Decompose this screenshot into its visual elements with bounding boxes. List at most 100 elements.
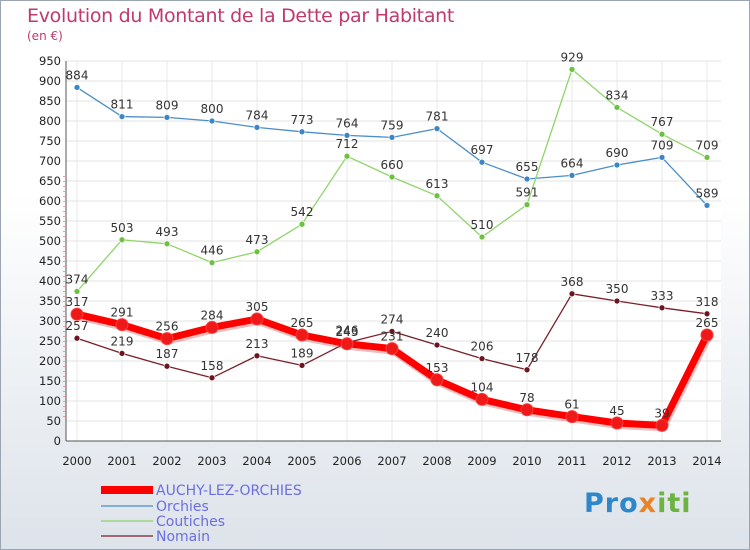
data-label: 265 [696,316,719,330]
data-point [73,84,81,91]
data-label: 709 [696,138,719,152]
data-point [568,172,576,179]
x-tick-label: 2009 [467,454,496,468]
data-point [205,320,219,334]
data-point [478,355,486,362]
data-point [73,288,81,295]
data-label: 158 [201,359,224,373]
data-label: 219 [111,334,134,348]
data-label: 709 [651,138,674,152]
data-label: 39 [654,406,669,420]
data-label: 446 [201,244,224,258]
legend-label: Coutiches [156,514,225,530]
x-tick-label: 2010 [512,454,541,468]
data-point [295,328,309,342]
data-point [658,304,666,312]
data-point [298,220,306,228]
data-label: 759 [381,118,404,132]
data-point [388,134,396,141]
data-point [613,104,621,111]
data-point [658,130,666,138]
data-label: 213 [246,337,269,351]
data-point [700,328,714,342]
data-label: 256 [156,320,179,334]
data-label: 884 [66,68,89,82]
data-label: 697 [471,143,494,157]
y-tick-label: 600 [39,194,61,208]
y-tick-label: 150 [39,374,61,388]
data-label: 542 [291,205,314,219]
data-point [160,332,174,346]
data-label: 591 [516,186,539,200]
data-label: 240 [426,326,449,340]
x-tick-label: 2011 [557,454,586,468]
y-tick-label: 950 [39,54,61,68]
y-tick-label: 250 [39,334,61,348]
data-label: 284 [201,308,224,322]
data-label: 274 [381,312,404,326]
x-tick-label: 2008 [422,454,451,468]
data-label: 178 [516,351,539,365]
data-label: 493 [156,225,179,239]
data-label: 61 [564,398,579,412]
legend-label: Orchies [156,499,209,515]
y-tick-label: 850 [39,94,61,108]
x-tick-label: 2001 [107,454,136,468]
data-point [610,416,624,430]
y-tick-label: 800 [39,114,61,128]
y-tick-label: 400 [39,274,61,288]
data-point [118,236,126,244]
data-point [613,297,621,305]
data-label: 834 [606,88,629,102]
data-label: 368 [561,275,584,289]
data-label: 503 [111,221,134,235]
data-point [703,202,711,209]
data-label: 45 [609,404,624,418]
x-tick-label: 2000 [62,454,91,468]
y-tick-label: 900 [39,74,61,88]
y-tick-label: 650 [39,174,61,188]
data-label: 613 [426,177,449,191]
plot-area [66,61,721,441]
data-point [343,152,351,160]
x-tick-label: 2002 [152,454,181,468]
data-label: 473 [246,233,269,247]
data-label: 265 [291,316,314,330]
data-point [118,113,126,120]
data-point [253,248,261,256]
data-label: 333 [651,289,674,303]
data-point [523,366,531,374]
data-label: 589 [696,186,719,200]
data-label: 773 [291,113,314,127]
x-tick-label: 2003 [197,454,226,468]
data-label: 153 [426,361,449,375]
x-tick-label: 2012 [602,454,631,468]
chart-unit: (en €) [27,29,63,43]
data-point [385,342,399,356]
x-tick-label: 2014 [692,454,721,468]
data-point [208,259,216,266]
data-label: 712 [336,137,359,151]
data-point [163,114,171,121]
data-label: 189 [291,346,314,360]
data-point [163,362,171,370]
data-point [520,403,534,417]
x-tick-label: 2005 [287,454,316,468]
data-point [70,307,84,321]
data-label: 660 [381,158,404,172]
data-point [163,240,171,248]
data-point [73,334,81,342]
data-point [388,328,396,335]
data-point [298,362,306,369]
legend-label: AUCHY-LEZ-ORCHIES [156,483,302,499]
data-label: 305 [246,300,269,314]
y-tick-label: 500 [39,234,61,248]
data-point [475,392,489,406]
data-point [478,233,486,241]
data-label: 78 [519,391,534,405]
data-point [208,374,216,382]
data-point [388,173,396,181]
data-label: 800 [201,102,224,116]
data-point [115,318,129,332]
data-point [340,337,354,351]
